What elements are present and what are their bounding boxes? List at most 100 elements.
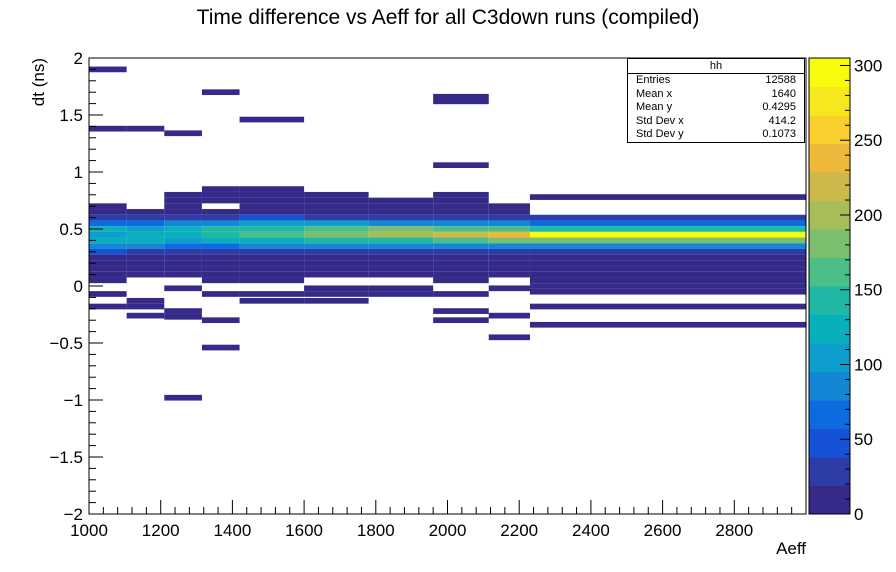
heatmap-cell [126,303,165,310]
stats-value: 414.2 [768,114,796,127]
stats-label: Mean y [636,101,673,114]
stats-box: hh Entries 12588 Mean x 1640 Mean y 0.42… [627,58,805,143]
x-tick-label: 1200 [142,521,180,540]
heatmap-cell [304,231,369,238]
x-tick-label: 2000 [429,521,467,540]
heatmap-cell [126,214,165,221]
heatmap-cell [488,231,530,238]
heatmap-cell [368,237,434,244]
colorbar-tick-label: 150 [854,281,882,300]
heatmap-cell [126,237,165,244]
heatmap-cell [529,237,806,244]
colorbar-swatch [809,314,850,344]
stats-label: Entries [636,74,671,86]
heatmap-cell [433,243,489,249]
colorbar-swatch [809,457,850,486]
heatmap-cell [201,191,240,198]
heatmap-cell [488,248,530,255]
heatmap-cell [239,260,305,267]
colorbar-swatch [809,229,850,258]
colorbar-swatch [809,257,850,287]
heatmap-cell [126,260,165,267]
x-tick-label: 2400 [572,521,610,540]
x-tick-label: 2600 [644,521,682,540]
heatmap-cell [433,254,489,261]
heatmap-cell [433,237,489,244]
heatmap-cell [201,209,240,215]
chart-title: Time difference vs Aeff for all C3down r… [196,6,700,29]
heatmap-cell [239,243,305,249]
stats-value: 0.1073 [762,128,796,141]
heatmap-cell [304,291,369,297]
heatmap-cell [164,308,202,314]
heatmap-cell [304,191,369,198]
y-axis: −2 −1.5 −1 −0.5 0 0.5 1 1.5 2 [49,49,103,524]
stats-box-title: hh [628,59,804,74]
heatmap-cell [201,214,240,221]
heatmap-cell [368,214,434,221]
heatmap-cell [304,209,369,215]
heatmap-cell [529,283,806,289]
heatmap-cell [368,271,434,278]
heatmap-cell [126,243,165,249]
heatmap-cell [368,197,434,204]
heatmap-cell [529,260,806,267]
heatmap-cell [304,271,369,278]
x-tick-label: 1000 [70,521,108,540]
heatmap-cell [89,125,127,132]
heatmap-cell [89,231,127,238]
heatmap-cell [433,93,489,100]
heatmap-cell [201,344,240,351]
x-axis-label: Aeff [776,539,806,558]
colorbar-swatch [809,115,850,144]
heatmap-cell [126,209,165,215]
heatmap-cell [89,237,127,244]
heatmap-cell [126,266,165,272]
heatmap-cell [529,277,806,284]
heatmap-cell [164,285,202,292]
heatmap-cell [304,266,369,272]
y-axis-label: dt (ns) [29,58,48,106]
heatmap-cell [126,271,165,278]
heatmap-cell [201,266,240,272]
heatmap-cell [89,266,127,272]
colorbar-frame [808,57,851,515]
heatmap-cell [164,214,202,221]
heatmap-cell [239,220,305,227]
heatmap-cell [304,220,369,227]
heatmap-cell [488,209,530,215]
colorbar-tick-label: 100 [854,355,882,374]
colorbar-swatch [809,58,850,87]
heatmap-cell [201,186,240,192]
stats-value: 0.4295 [762,101,796,114]
heatmap-cell [368,248,434,255]
stats-row: Mean x 1640 [628,88,804,102]
heatmap-cell [368,203,434,210]
heatmap-cell [488,203,530,210]
y-tick-label: 0 [74,277,83,296]
heatmap-cell [304,248,369,255]
heatmap-cell [488,285,530,292]
heatmap-cell [433,203,489,210]
heatmap-cell [239,277,305,284]
heatmap-cell [201,226,240,232]
heatmap-cell [164,254,202,261]
heatmap-cell [201,291,240,297]
heatmap-cell [304,197,369,204]
x-tick-label: 1800 [357,521,395,540]
heatmap-cell [239,203,305,210]
heatmap-cell [368,220,434,227]
colorbar: 0 50 100 150 200 250 300 [808,56,882,524]
heatmap-cell [488,243,530,249]
heatmap-cell [529,288,806,295]
heatmap-cell [126,231,165,238]
heatmap-cell [164,130,202,137]
x-tick-label: 1400 [213,521,251,540]
heatmap-cell [304,260,369,267]
heatmap-cell [488,312,530,319]
heatmap-cell [89,226,127,232]
y-tick-label: 2 [74,49,83,68]
heatmap-cell [368,266,434,272]
heatmap-cell [239,248,305,255]
colorbar-tick-label: 0 [854,505,863,524]
